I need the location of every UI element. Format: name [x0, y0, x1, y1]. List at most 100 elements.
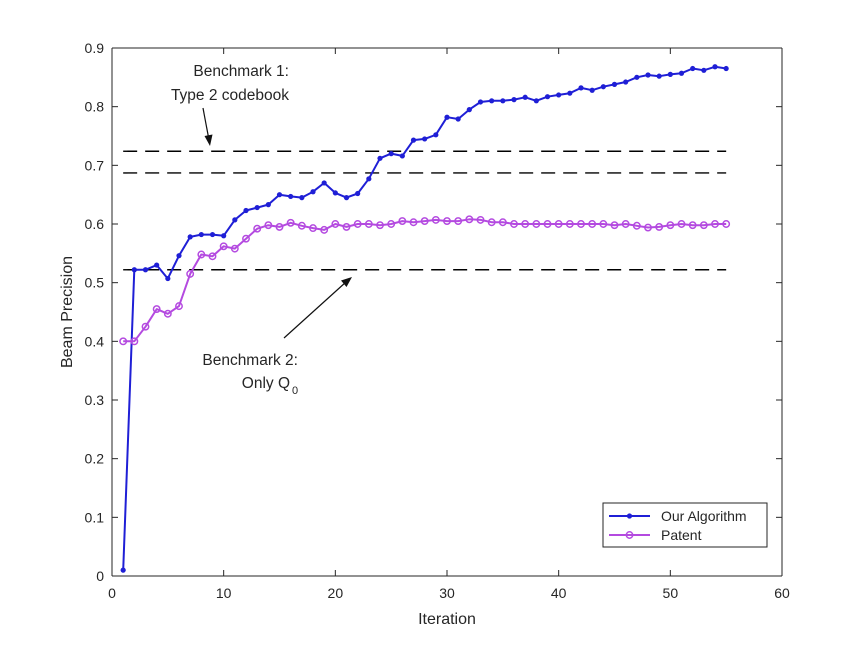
- data-point: [567, 90, 573, 96]
- y-tick-label: 0.8: [85, 99, 105, 115]
- data-point: [634, 74, 640, 80]
- data-point: [556, 92, 562, 98]
- series-layer: [119, 64, 731, 573]
- data-point: [666, 221, 675, 230]
- data-point: [219, 242, 228, 251]
- series-patent: [119, 215, 731, 346]
- data-point: [176, 253, 182, 259]
- series-our-algorithm: [120, 64, 729, 573]
- data-point: [420, 217, 429, 226]
- data-point: [299, 195, 305, 201]
- annotation-benchmark-1-arrow: [202, 107, 210, 141]
- data-point: [265, 202, 271, 208]
- y-ticks: 0 0.1 0.2 0.3 0.4 0.5 0.6 0.7 0.8 0.9: [85, 40, 782, 584]
- data-point: [489, 98, 495, 104]
- data-point: [243, 207, 249, 214]
- data-point: [621, 220, 630, 228]
- data-point: [297, 221, 306, 230]
- legend-label-patent: Patent: [661, 527, 702, 543]
- data-point: [321, 180, 327, 186]
- annotation-benchmark-2-arrow: [283, 281, 347, 339]
- data-point: [253, 224, 262, 233]
- data-point: [543, 220, 552, 228]
- data-point: [410, 137, 417, 143]
- data-point: [288, 193, 294, 200]
- series-line: [123, 218, 727, 343]
- data-point: [154, 262, 160, 268]
- data-point: [701, 67, 707, 73]
- data-point: [455, 116, 461, 122]
- y-tick-label: 0.2: [85, 451, 105, 467]
- data-point: [165, 275, 171, 282]
- y-tick-label: 0.6: [85, 216, 105, 232]
- data-point: [141, 322, 150, 331]
- data-point: [409, 218, 418, 227]
- data-point: [364, 220, 373, 228]
- data-point: [221, 233, 227, 239]
- data-point: [232, 217, 238, 223]
- x-tick-label: 40: [551, 585, 567, 601]
- annotation-benchmark-1-line-2: Type 2 codebook: [171, 87, 289, 104]
- data-point: [398, 217, 407, 226]
- data-point: [377, 155, 383, 161]
- data-point: [355, 190, 361, 197]
- data-point: [454, 217, 463, 226]
- data-point: [677, 220, 686, 228]
- data-point: [286, 218, 295, 227]
- data-point: [343, 195, 350, 201]
- annotation-benchmark-2-line-2-main: Only Q: [242, 375, 290, 392]
- data-point: [376, 221, 384, 230]
- data-point: [722, 220, 731, 228]
- x-tick-label: 30: [439, 585, 455, 601]
- data-point: [208, 252, 217, 261]
- data-point: [699, 221, 708, 230]
- data-point: [422, 136, 428, 142]
- data-point: [310, 189, 316, 195]
- data-point: [242, 234, 250, 243]
- data-point: [198, 231, 204, 238]
- data-point: [578, 85, 584, 91]
- data-point: [533, 98, 539, 104]
- data-point: [554, 220, 563, 228]
- data-point: [142, 267, 149, 273]
- data-point: [342, 222, 351, 231]
- data-point: [544, 94, 551, 100]
- data-point: [130, 337, 139, 346]
- x-tick-label: 50: [663, 585, 679, 601]
- data-point: [623, 79, 629, 85]
- data-point: [331, 220, 340, 228]
- data-point: [388, 151, 394, 157]
- data-point: [611, 81, 618, 87]
- y-axis-label: Beam Precision: [59, 256, 76, 368]
- data-point: [353, 220, 362, 228]
- data-point: [197, 250, 206, 259]
- data-point: [163, 309, 172, 318]
- data-point: [187, 234, 193, 240]
- data-point: [275, 222, 284, 231]
- data-point: [678, 70, 685, 76]
- data-point: [264, 221, 273, 230]
- data-point: [120, 567, 126, 573]
- data-point: [254, 204, 260, 211]
- data-point: [209, 231, 216, 238]
- annotation-benchmark-2-subscript: 0: [292, 385, 298, 397]
- legend-box: [602, 502, 768, 548]
- data-point: [655, 222, 664, 231]
- data-point: [500, 98, 506, 104]
- data-point: [599, 220, 608, 228]
- y-tick-label: 0.4: [85, 333, 105, 349]
- data-point: [487, 218, 496, 227]
- data-point: [466, 107, 472, 113]
- annotation-benchmark-2-arrowhead: [341, 277, 352, 287]
- x-axis-label: Iteration: [418, 611, 476, 628]
- y-tick-label: 0.1: [85, 509, 105, 525]
- data-point: [565, 220, 574, 228]
- data-point: [399, 153, 405, 159]
- data-point: [688, 221, 697, 230]
- data-point: [387, 220, 396, 228]
- annotation-benchmark-1-line-1: Benchmark 1:: [193, 63, 289, 80]
- data-point: [588, 220, 597, 228]
- data-point: [498, 218, 507, 227]
- x-ticks: 0 10 20 30 40 50 60: [108, 48, 790, 601]
